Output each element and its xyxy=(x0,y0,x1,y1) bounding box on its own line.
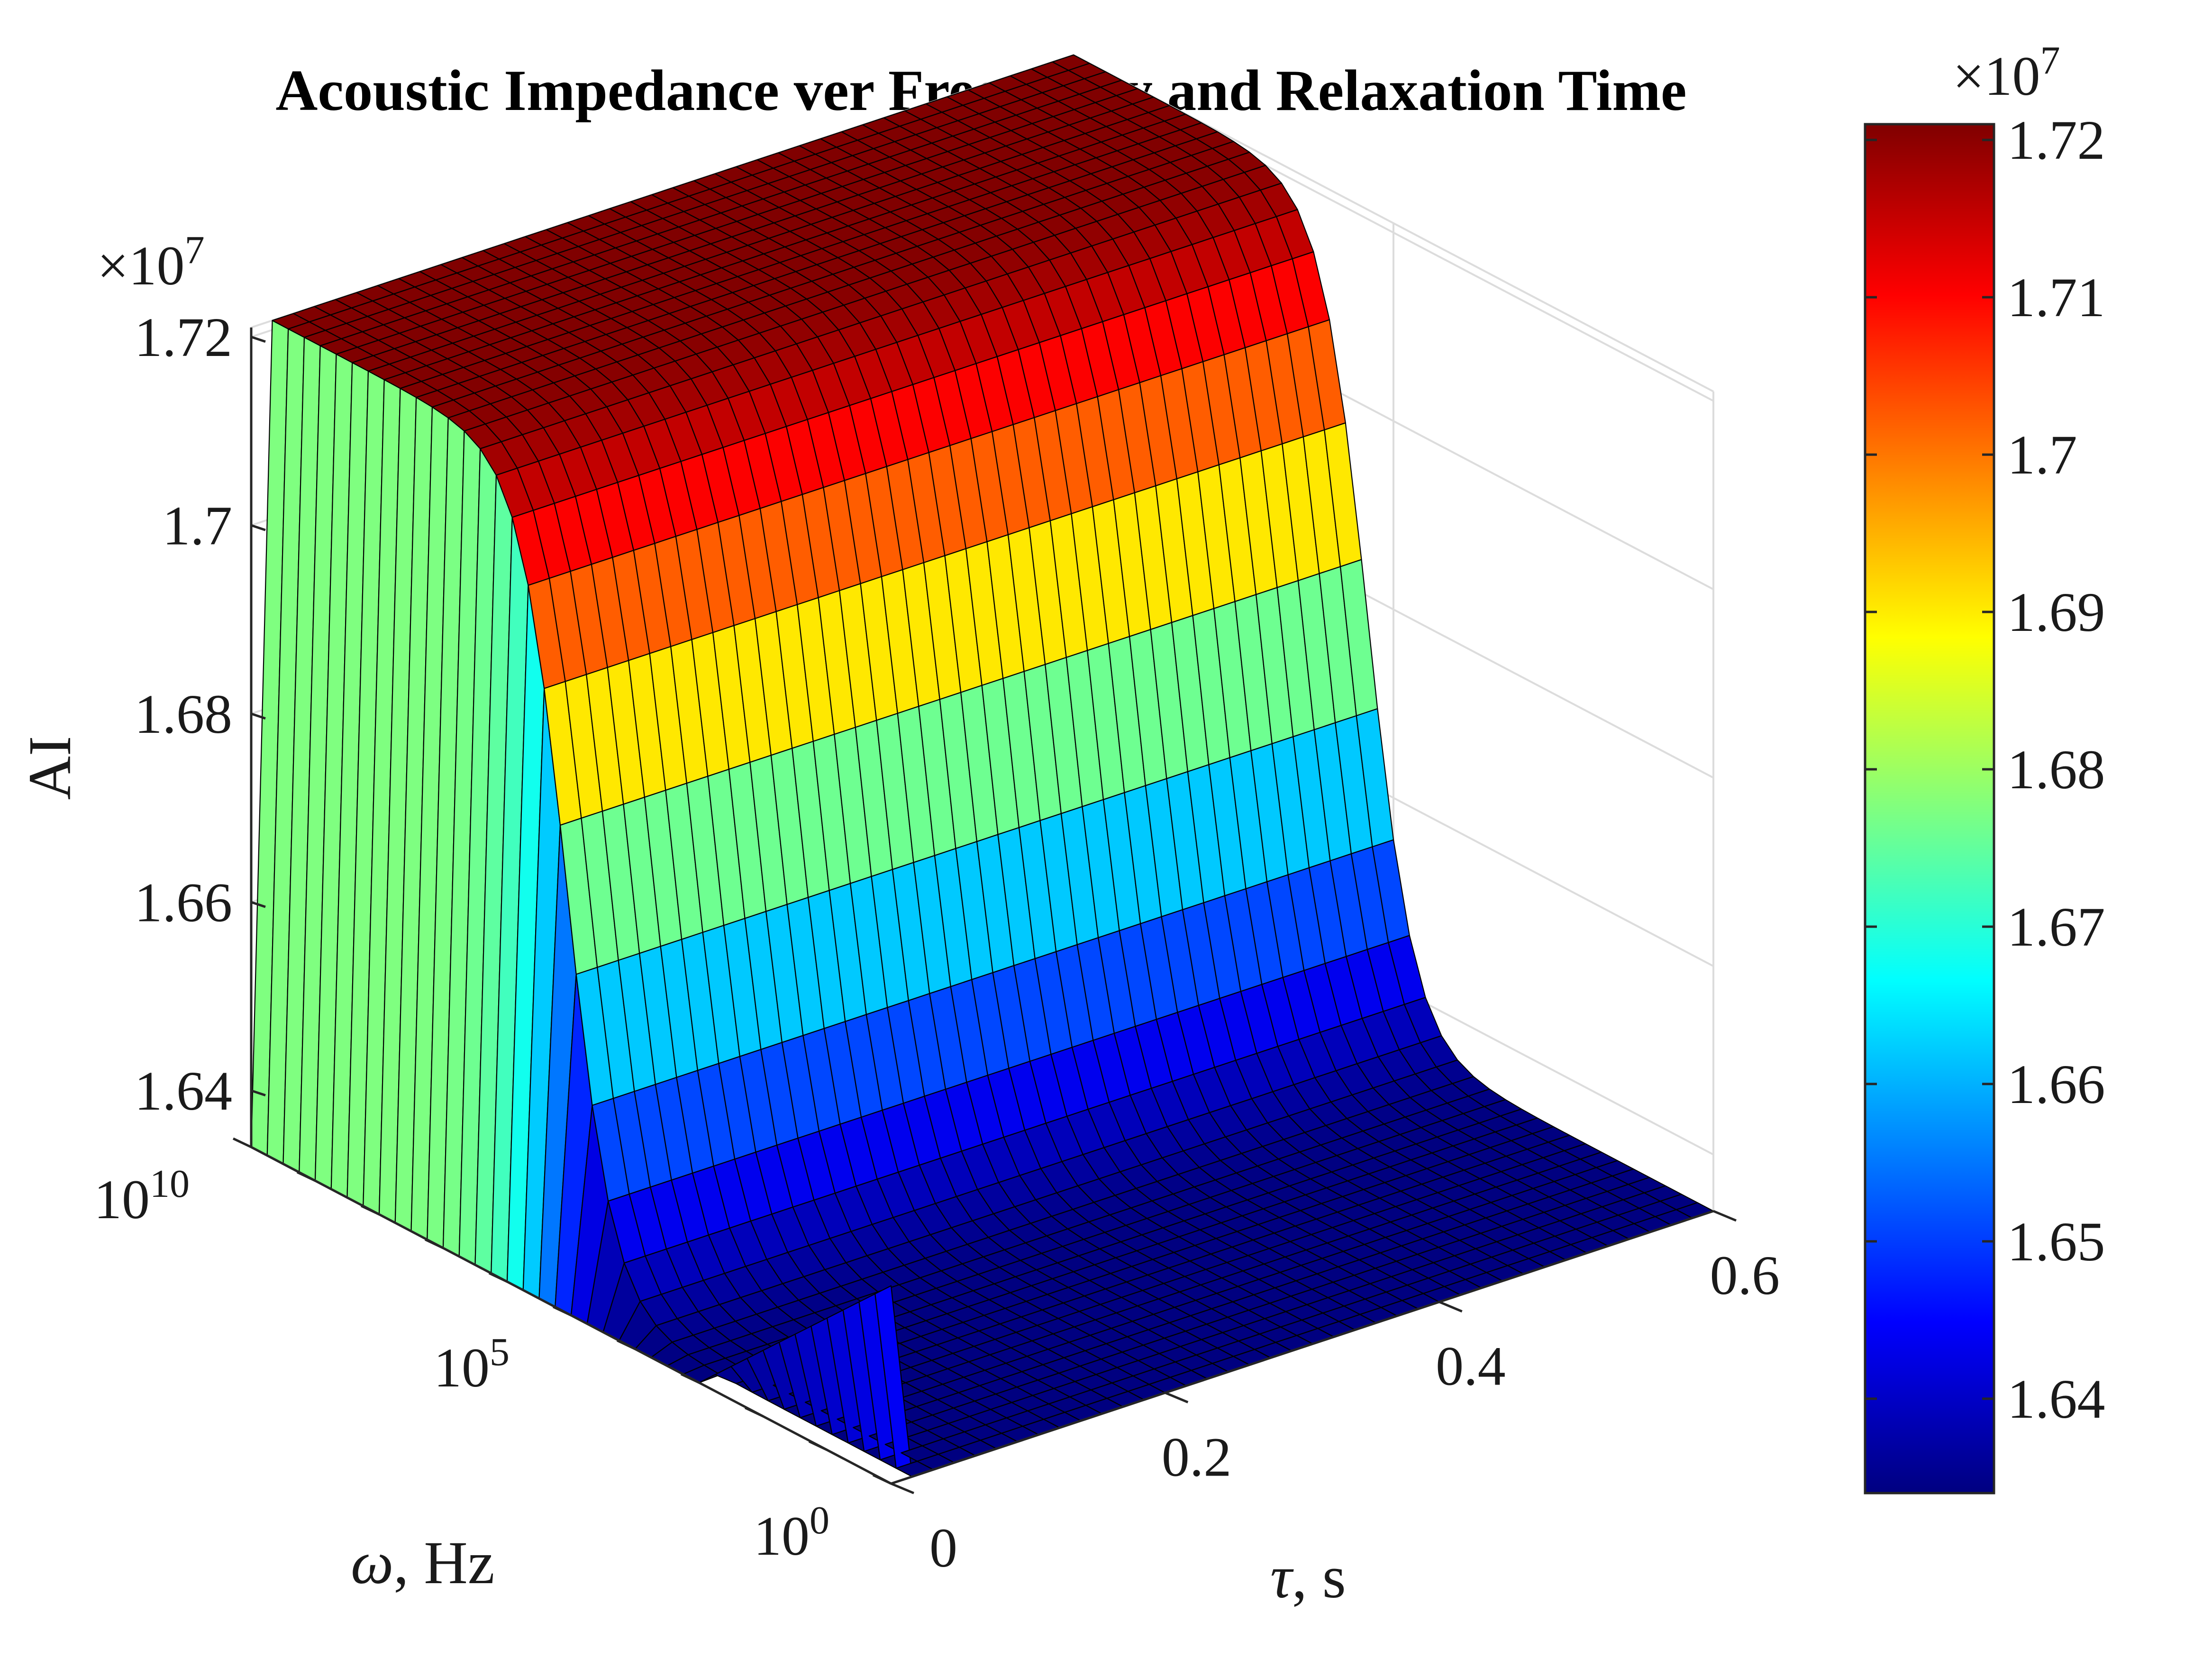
x-axis-tick xyxy=(1713,1210,1737,1222)
y-axis-label: ω, Hz xyxy=(351,1529,495,1596)
y-axis-tick xyxy=(232,1137,252,1149)
colorbar-tick-label: 1.67 xyxy=(2007,896,2105,958)
colorbar-tick-label: 1.69 xyxy=(2007,581,2105,643)
x-axis-tick-label: 0 xyxy=(929,1517,957,1579)
y-axis-tick xyxy=(744,1406,764,1418)
y-axis-tick xyxy=(552,1305,572,1317)
z-axis-multiplier: ×107 xyxy=(97,228,205,297)
x-axis-tick-label: 0.6 xyxy=(1710,1244,1780,1306)
y-axis-tick xyxy=(680,1373,700,1384)
colorbar-multiplier-exponent: 7 xyxy=(2040,38,2060,82)
y-axis-tick xyxy=(296,1171,316,1182)
z-axis-multiplier-exponent: 7 xyxy=(185,228,205,272)
colorbar-tick-label: 1.72 xyxy=(2007,109,2105,171)
colorbar-tick-label: 1.7 xyxy=(2007,424,2077,486)
z-axis-tick-label: 1.72 xyxy=(135,306,233,368)
y-axis-tick xyxy=(360,1204,380,1216)
y-axis-tick xyxy=(808,1440,828,1451)
z-axis-tick-label: 1.64 xyxy=(135,1060,233,1122)
y-axis-tick-label: 1010 xyxy=(94,1162,190,1231)
z-axis-tick-label: 1.68 xyxy=(135,683,233,745)
x-axis-tick xyxy=(1165,1392,1189,1404)
z-axis-tick-label: 1.66 xyxy=(135,871,233,933)
y-axis-tick xyxy=(424,1238,444,1249)
x-axis-tick-label: 0.2 xyxy=(1162,1426,1232,1488)
z-axis-tick xyxy=(251,901,266,908)
colorbar xyxy=(1864,123,1995,1495)
z-axis-tick xyxy=(251,1089,266,1097)
z-axis-tick xyxy=(251,336,266,343)
x-axis-tick xyxy=(1438,1301,1463,1313)
z-axis-tick xyxy=(251,524,266,531)
y-axis-tick xyxy=(616,1339,636,1350)
x-axis-tick xyxy=(891,1482,914,1495)
colorbar-tick-label: 1.71 xyxy=(2007,266,2105,328)
colorbar-tick-label: 1.68 xyxy=(2007,738,2105,801)
colorbar-tick-label: 1.65 xyxy=(2007,1211,2105,1273)
z-axis-tick xyxy=(251,712,266,720)
surface-mesh xyxy=(250,54,1714,1477)
y-axis-tick-label: 105 xyxy=(434,1330,510,1399)
z-axis-label: AI xyxy=(16,736,83,800)
z-axis-tick-label: 1.7 xyxy=(163,494,233,556)
colorbar-tick-label: 1.64 xyxy=(2007,1368,2105,1430)
colorbar-multiplier: ×107 xyxy=(1953,38,2060,107)
x-axis-line xyxy=(891,1210,1714,1485)
axes: 1.64 1.66 1.68 1.7 1.72 100 105 1010 0 0.2 0.4 0.6 xyxy=(94,306,1780,1579)
y-axis-tick-label: 100 xyxy=(754,1498,829,1567)
colorbar-ticks: 1.64 1.65 1.66 1.67 1.68 1.69 1.7 1.71 1.72 xyxy=(1865,109,2105,1430)
x-axis-label: τ, s xyxy=(1270,1543,1346,1611)
x-axis-tick-label: 0.4 xyxy=(1436,1335,1506,1397)
y-axis-tick xyxy=(872,1474,892,1485)
y-axis-tick xyxy=(488,1272,508,1283)
colorbar-tick-label: 1.66 xyxy=(2007,1053,2105,1115)
